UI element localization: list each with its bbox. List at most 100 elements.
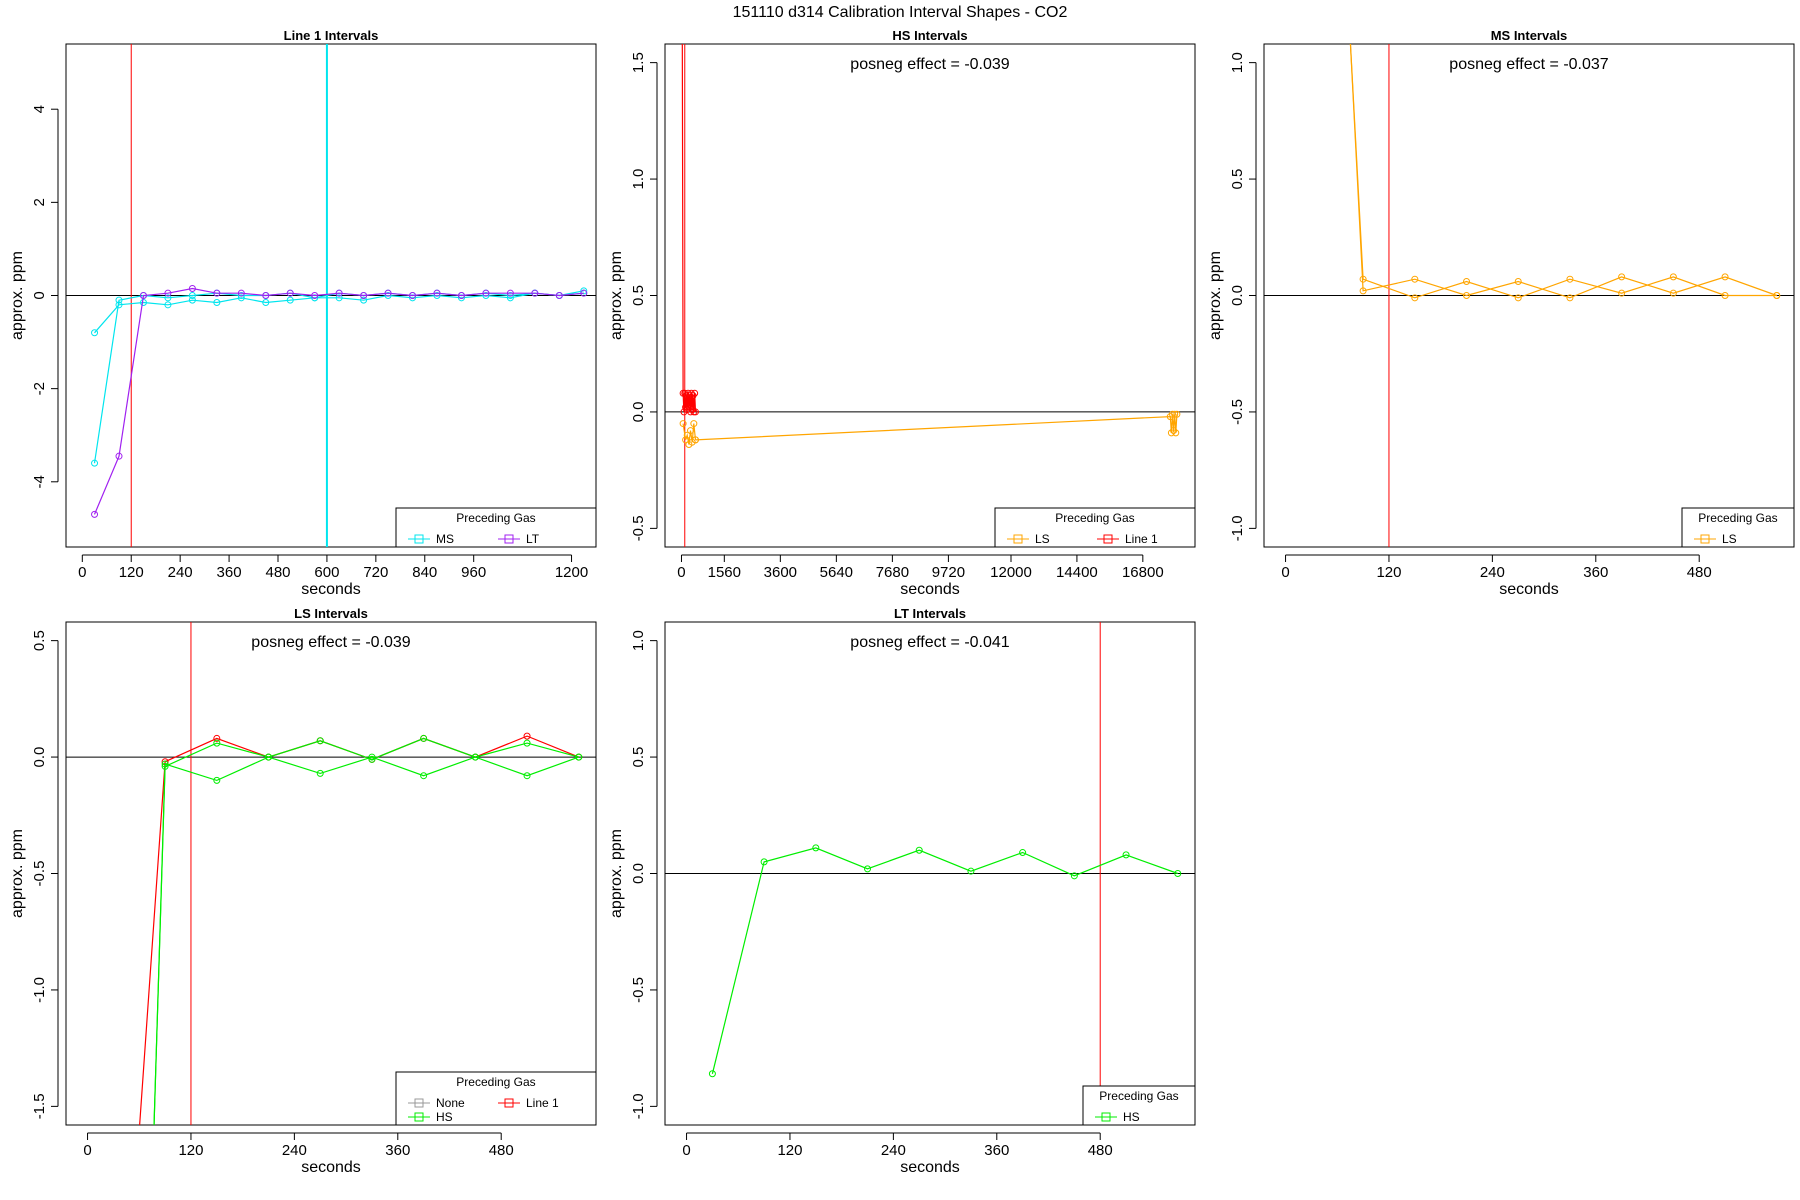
y-tick-label: -1.0 xyxy=(1229,515,1246,541)
posneg-annotation: posneg effect = -0.039 xyxy=(251,634,410,651)
y-tick-label: 0.0 xyxy=(31,747,48,768)
y-tick-label: 0.5 xyxy=(630,285,647,306)
legend-title: Preceding Gas xyxy=(1698,511,1777,525)
data-point-ms-a xyxy=(384,292,392,299)
legend-box xyxy=(395,507,597,548)
legend-swatch-marker xyxy=(1700,534,1710,544)
x-axis-label: seconds xyxy=(301,581,361,598)
x-tick-label: 120 xyxy=(178,1142,203,1159)
legend-swatch-marker xyxy=(1103,534,1113,544)
data-point-ls-b xyxy=(1773,292,1781,299)
data-point-lt xyxy=(506,289,514,297)
x-tick-label: 0 xyxy=(83,1142,91,1159)
data-point-ms-a xyxy=(433,292,441,299)
data-point-line-1 xyxy=(691,389,699,397)
legend-label-line-1: Line 1 xyxy=(526,1096,559,1110)
y-tick-label: 4 xyxy=(31,105,48,113)
plot-area xyxy=(665,622,1195,1125)
x-tick-label: 16800 xyxy=(1122,564,1164,581)
data-point-ms-a xyxy=(457,294,465,302)
data-point-hs-b xyxy=(161,760,169,768)
data-point-ms-a xyxy=(262,298,270,306)
legend: Preceding Gas None Line 1 HS xyxy=(395,1071,597,1126)
data-point-ms-a xyxy=(91,329,99,337)
x-axis-label: seconds xyxy=(1499,581,1559,598)
data-point-hs xyxy=(967,867,975,875)
data-point-lt xyxy=(360,292,368,299)
legend-title: Preceding Gas xyxy=(456,511,535,525)
x-tick-label: 240 xyxy=(881,1142,906,1159)
data-point-hs-b xyxy=(368,753,376,761)
x-tick-label: 360 xyxy=(217,564,242,581)
x-tick-label: 960 xyxy=(461,564,486,581)
data-point-ms-a xyxy=(286,296,294,304)
x-tick-label: 720 xyxy=(363,564,388,581)
data-point-ls-a xyxy=(1618,289,1626,297)
data-point-ls-b xyxy=(1171,410,1179,418)
legend-label-hs: HS xyxy=(436,1110,453,1124)
data-point-lt xyxy=(311,292,319,299)
legend-label-line-1: Line 1 xyxy=(1125,532,1158,546)
data-point-hs-b xyxy=(523,772,531,780)
data-point-ms-b xyxy=(580,287,588,295)
data-point-hs-a xyxy=(151,1127,157,1133)
plot-frame xyxy=(65,621,597,1126)
data-point-ms-b xyxy=(237,292,245,299)
data-point-ls-a xyxy=(1463,278,1471,286)
data-point-hs-a xyxy=(316,737,324,745)
y-axis-label: approx. ppm xyxy=(9,251,26,340)
y-tick-label: 2 xyxy=(31,198,48,206)
data-point-ls-b xyxy=(1172,429,1180,437)
data-point-ls-b xyxy=(1618,273,1626,281)
legend-swatch-marker xyxy=(1013,534,1023,544)
x-tick-label: 1200 xyxy=(555,564,588,581)
data-point-hs-b xyxy=(575,753,583,761)
x-tick-label: 120 xyxy=(1376,564,1401,581)
y-tick-label: 0.5 xyxy=(630,747,647,768)
legend-label-ls: LS xyxy=(1035,532,1050,546)
data-point-ls-b xyxy=(1514,278,1522,286)
data-point-ls-a xyxy=(1411,294,1419,302)
x-tick-label: 0 xyxy=(677,564,685,581)
x-tick-label: 480 xyxy=(489,1142,514,1159)
data-point-hs-a xyxy=(420,734,428,742)
data-point-line-1 xyxy=(213,734,221,742)
panel-ls-intervals: LS Intervals seconds approx. ppm 0 120 240 360… xyxy=(9,606,597,1176)
data-point-ms-b xyxy=(91,459,99,467)
legend-label-lt: LT xyxy=(526,532,540,546)
y-tick-label: -4 xyxy=(31,475,48,488)
data-point-ls-a xyxy=(1514,294,1522,302)
data-point-ls-b xyxy=(1167,429,1175,437)
y-tick-label: -2 xyxy=(31,382,48,395)
panel-hs-intervals: HS Intervals seconds approx. ppm 0 1560 3600 5… xyxy=(608,28,1196,598)
data-point-lt xyxy=(91,510,99,518)
y-tick-label: 0.5 xyxy=(31,630,48,651)
data-point-lt xyxy=(482,289,490,297)
x-tick-label: 240 xyxy=(282,1142,307,1159)
data-point-ls-a xyxy=(1721,292,1729,299)
x-tick-label: 240 xyxy=(168,564,193,581)
y-tick-label: 0.5 xyxy=(1229,169,1246,190)
data-point-lt xyxy=(286,289,294,297)
data-point-hs xyxy=(760,858,768,866)
x-tick-label: 480 xyxy=(1088,1142,1113,1159)
data-point-hs-b xyxy=(471,753,479,761)
legend-label-ms: MS xyxy=(436,532,454,546)
x-tick-label: 480 xyxy=(1687,564,1712,581)
data-point-lt xyxy=(164,289,172,297)
data-point-ls-a xyxy=(683,431,691,439)
legend-swatch-marker xyxy=(504,1098,514,1108)
data-point-hs xyxy=(1174,870,1182,877)
legend-label-ls: LS xyxy=(1722,532,1737,546)
plot-area xyxy=(1264,36,1794,547)
legend-title: Preceding Gas xyxy=(456,1075,535,1089)
series-line-ls-b xyxy=(695,414,1178,441)
chart-title: Line 1 Intervals xyxy=(284,28,379,43)
posneg-annotation: posneg effect = -0.037 xyxy=(1449,56,1608,73)
data-point-ls-b xyxy=(1347,36,1353,42)
data-point-ls-b xyxy=(1721,273,1729,281)
x-axis-label: seconds xyxy=(900,581,960,598)
y-tick-label: -0.5 xyxy=(31,861,48,887)
data-point-lt xyxy=(213,289,221,297)
y-axis-label: approx. ppm xyxy=(608,829,625,918)
